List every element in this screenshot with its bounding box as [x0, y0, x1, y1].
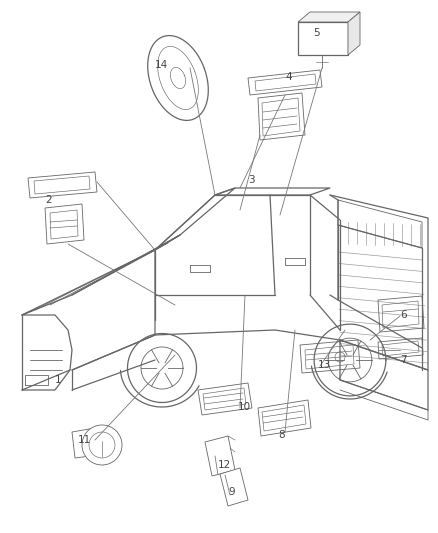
Polygon shape — [258, 93, 305, 140]
Text: 7: 7 — [400, 355, 406, 365]
Polygon shape — [298, 12, 360, 22]
Polygon shape — [300, 340, 360, 373]
Polygon shape — [298, 22, 348, 55]
Polygon shape — [220, 468, 248, 506]
Polygon shape — [255, 74, 316, 91]
Polygon shape — [378, 296, 424, 332]
Text: 5: 5 — [313, 28, 320, 38]
Text: 8: 8 — [278, 430, 285, 440]
Text: 10: 10 — [238, 402, 251, 412]
Text: 6: 6 — [400, 310, 406, 320]
Text: 2: 2 — [45, 195, 52, 205]
Polygon shape — [198, 383, 252, 415]
Text: 9: 9 — [228, 487, 235, 497]
Polygon shape — [258, 400, 311, 436]
Polygon shape — [34, 176, 90, 194]
Polygon shape — [262, 405, 306, 431]
Circle shape — [82, 425, 122, 465]
Text: 12: 12 — [218, 460, 231, 470]
Text: 1: 1 — [55, 375, 62, 385]
Text: 3: 3 — [248, 175, 254, 185]
Polygon shape — [262, 98, 300, 136]
Polygon shape — [203, 388, 246, 410]
Polygon shape — [50, 210, 78, 239]
Polygon shape — [382, 341, 419, 356]
Text: 13: 13 — [318, 360, 331, 370]
Polygon shape — [382, 301, 419, 328]
Text: 14: 14 — [155, 60, 168, 70]
Text: 11: 11 — [78, 435, 91, 445]
Polygon shape — [28, 172, 97, 198]
Polygon shape — [348, 12, 360, 55]
Text: 4: 4 — [285, 72, 292, 82]
Polygon shape — [378, 338, 423, 359]
Polygon shape — [248, 70, 322, 95]
Polygon shape — [45, 204, 84, 244]
Circle shape — [89, 432, 115, 458]
Circle shape — [335, 352, 345, 362]
Polygon shape — [305, 345, 354, 369]
Polygon shape — [205, 436, 235, 476]
Polygon shape — [72, 428, 98, 458]
